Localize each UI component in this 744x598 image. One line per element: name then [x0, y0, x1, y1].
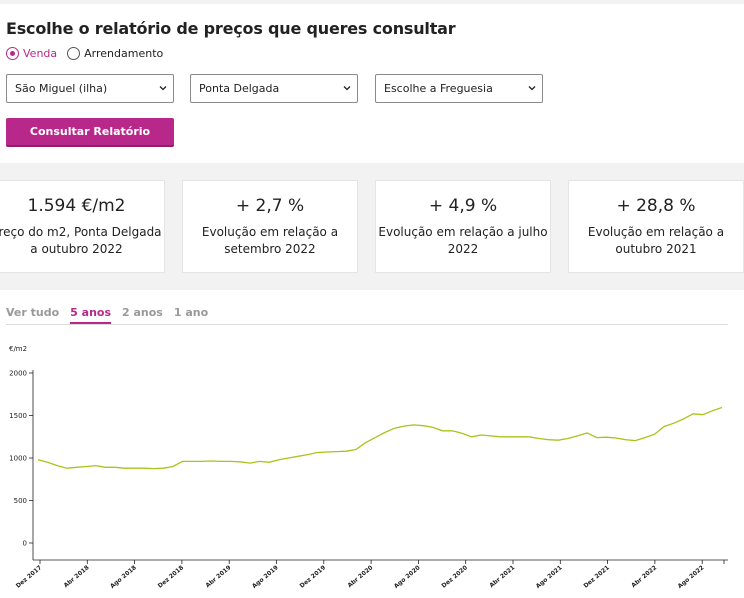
stat-desc-line: setembro 2022 — [224, 242, 316, 256]
page-title: Escolhe o relatório de preços que queres… — [6, 19, 456, 38]
tab-all[interactable]: Ver tudo — [6, 306, 60, 319]
radio-arrendamento[interactable]: Arrendamento — [67, 47, 163, 60]
radio-unchecked-icon[interactable] — [67, 47, 81, 60]
radio-label[interactable]: Venda — [23, 47, 58, 60]
x-tick-label: Ago 2019 — [251, 564, 280, 590]
select-value: São Miguel (ilha) — [15, 82, 108, 95]
x-tick-label: Dez 2019 — [299, 564, 328, 590]
island-select[interactable]: São Miguel (ilha) — [6, 74, 174, 103]
stat-description: Evolução em relação a julho 2022 — [376, 224, 550, 258]
x-tick-label: Abr 2022 — [630, 564, 658, 589]
stat-value: + 4,9 % — [428, 196, 498, 216]
stat-value: + 28,8 % — [616, 196, 696, 216]
stat-desc-line: Preço do m2, Ponta Delgada — [0, 225, 162, 239]
x-tick-label: Ago 2021 — [535, 564, 564, 590]
top-divider — [0, 0, 744, 4]
x-tick-label: Ago 2022 — [677, 564, 706, 590]
consult-report-button[interactable]: Consultar Relatório — [6, 118, 174, 147]
stat-desc-line: Evolução em relação a — [201, 225, 339, 239]
select-value: Ponta Delgada — [199, 82, 280, 95]
radio-label[interactable]: Arrendamento — [84, 47, 164, 60]
stats-panel: 1.594 €/m2 Preço do m2, Ponta Delgada a … — [0, 163, 744, 290]
x-tick-label: Dez 2018 — [157, 564, 186, 590]
stat-desc-line: 2022 — [447, 242, 479, 256]
radio-checked-icon[interactable] — [6, 47, 19, 60]
operation-radio-group: Venda Arrendamento — [6, 47, 173, 60]
x-tick-label: Dez 2020 — [440, 564, 469, 590]
stat-value: + 2,7 % — [235, 196, 305, 216]
stat-desc-line: a outubro 2022 — [30, 242, 123, 256]
stat-value: 1.594 €/m2 — [27, 196, 126, 216]
range-tabs: Ver tudo 5 anos 2 anos 1 ano — [6, 306, 728, 325]
stat-description: Evolução em relação a outubro 2021 — [569, 224, 743, 258]
stat-card-price: 1.594 €/m2 Preço do m2, Ponta Delgada a … — [0, 180, 165, 273]
x-tick-label: Dez 2017 — [15, 564, 44, 590]
series-line — [37, 406, 723, 470]
y-axis: 0 500 1000 1500 2000 — [9, 370, 33, 548]
x-tick-label: Abr 2020 — [346, 564, 374, 589]
stat-desc-line: Evolução em relação a julho — [378, 225, 548, 239]
tab-1-year[interactable]: 1 ano — [173, 306, 209, 319]
y-tick-label: 500 — [14, 497, 27, 505]
chevron-down-icon — [343, 86, 351, 91]
tab-2-years[interactable]: 2 anos — [122, 306, 163, 319]
y-axis-unit-label: €/m2 — [9, 345, 27, 353]
select-value: Escolhe a Freguesia — [384, 82, 493, 95]
price-line-chart: €/m2 0 500 1000 1500 2000 Dez 2017 Abr 2018 Ag… — [9, 345, 728, 590]
stat-desc-line: Evolução em relação a — [587, 225, 725, 239]
tab-5-years[interactable]: 5 anos — [70, 306, 111, 324]
x-tick-label: Abr 2018 — [63, 564, 91, 589]
x-tick-label: Abr 2019 — [204, 564, 232, 589]
y-tick-label: 1000 — [9, 455, 27, 463]
y-tick-label: 1500 — [9, 412, 27, 420]
stat-desc-line: outubro 2021 — [615, 242, 697, 256]
stat-description: Preço do m2, Ponta Delgada a outubro 202… — [0, 224, 164, 258]
parish-select[interactable]: Escolhe a Freguesia — [375, 74, 543, 103]
x-axis: Dez 2017 Abr 2018 Ago 2018 Dez 2018 Abr 2019… — [15, 560, 725, 590]
x-tick-label: Ago 2018 — [109, 564, 138, 590]
chevron-down-icon — [528, 86, 536, 91]
radio-venda[interactable]: Venda — [6, 47, 57, 60]
stat-card-quarter: + 4,9 % Evolução em relação a julho 2022 — [375, 180, 551, 273]
stat-card-year: + 28,8 % Evolução em relação a outubro 2… — [568, 180, 744, 273]
chevron-down-icon — [159, 86, 167, 91]
y-tick-label: 0 — [23, 540, 27, 548]
x-tick-label: Abr 2021 — [488, 564, 516, 589]
stat-card-month: + 2,7 % Evolução em relação a setembro 2… — [182, 180, 358, 273]
y-tick-label: 2000 — [9, 370, 27, 378]
municipality-select[interactable]: Ponta Delgada — [190, 74, 358, 103]
x-tick-label: Ago 2020 — [393, 564, 422, 590]
x-tick-label: Dez 2021 — [582, 564, 611, 590]
stat-description: Evolução em relação a setembro 2022 — [183, 224, 357, 258]
